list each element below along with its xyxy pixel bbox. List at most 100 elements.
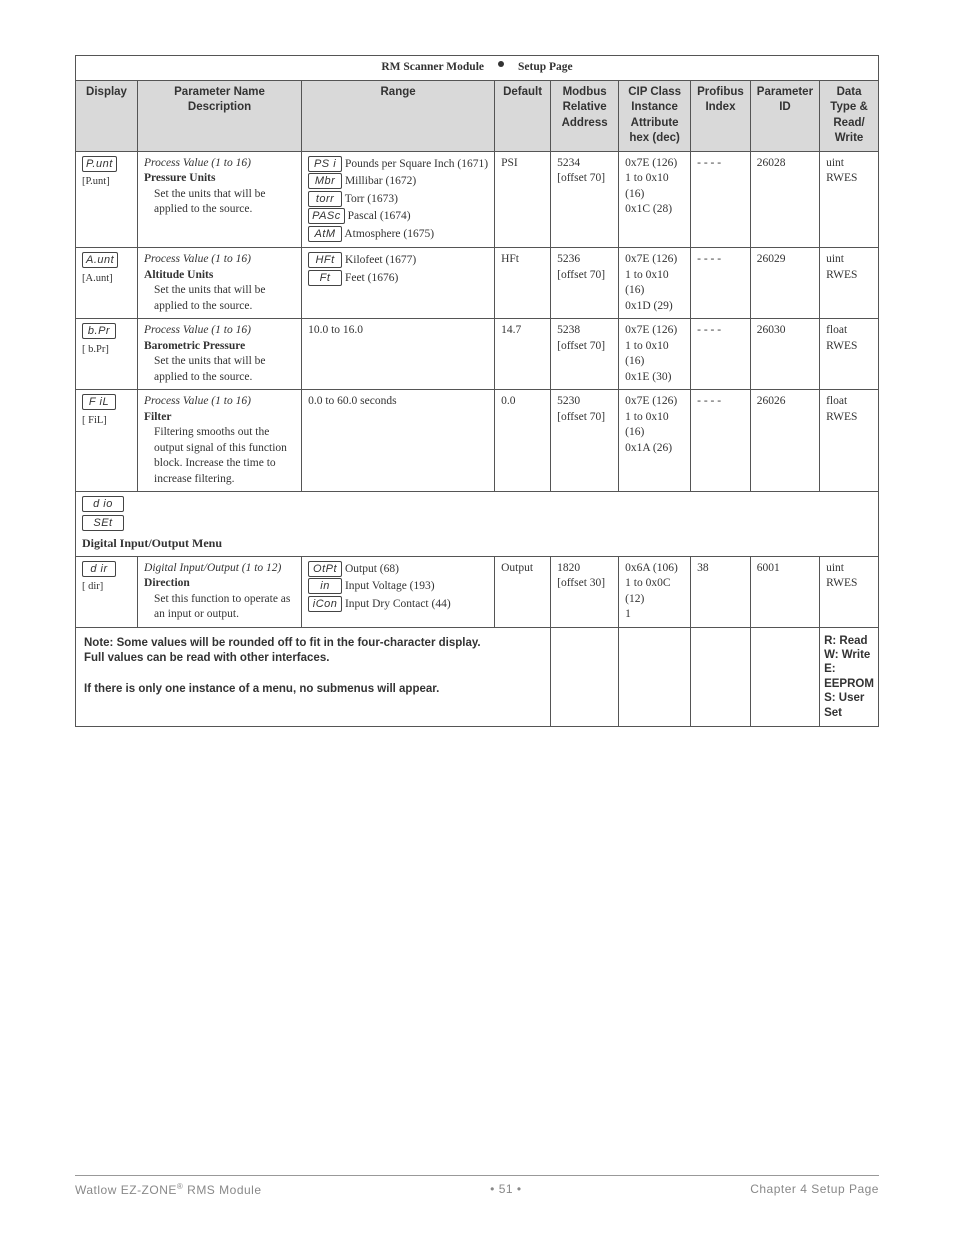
- cell-modbus: 5238[offset 70]: [551, 319, 619, 390]
- cell-dt: floatRWES: [820, 319, 879, 390]
- h-default: Default: [495, 80, 551, 151]
- pv-range: Process Value (1 to 16): [144, 157, 251, 169]
- pv-range: Process Value (1 to 16): [144, 395, 251, 407]
- pv-range: Digital Input/Output (1 to 12): [144, 562, 281, 574]
- display-sub: [A.unt]: [82, 272, 131, 286]
- display-sub: [ b.Pr]: [82, 343, 131, 357]
- cell-pid: 26028: [750, 151, 819, 248]
- cell-cip: 0x6A (106)1 to 0x0C (12)1: [619, 556, 691, 627]
- pv-desc: Set the units that will be applied to th…: [154, 354, 295, 385]
- cell-profibus: - - - -: [691, 390, 751, 492]
- cell-pid: 26030: [750, 319, 819, 390]
- pv-range: Process Value (1 to 16): [144, 324, 251, 336]
- h-param: Parameter Name Description: [138, 80, 302, 151]
- menu-seg2: SEt: [82, 515, 124, 531]
- range-seg: torr: [308, 191, 342, 207]
- legend: R: Read W: Write E: EEPROM S: User Set: [820, 627, 879, 726]
- display-seg: F iL: [82, 394, 116, 410]
- cell-modbus: 1820[offset 30]: [551, 556, 619, 627]
- display-seg: b.Pr: [82, 323, 116, 339]
- cell-modbus: 5236[offset 70]: [551, 248, 619, 319]
- h-modbus: Modbus Relative Address: [551, 80, 619, 151]
- cell-modbus: 5230[offset 70]: [551, 390, 619, 492]
- table-row: b.Pr [ b.Pr] Process Value (1 to 16) Barome…: [76, 319, 879, 390]
- pv-name: Barometric Pressure: [144, 339, 295, 355]
- range-seg: PS i: [308, 156, 342, 172]
- cell-default: 14.7: [495, 319, 551, 390]
- cell-cip: 0x7E (126)1 to 0x10 (16)0x1C (28): [619, 151, 691, 248]
- cell-profibus: - - - -: [691, 151, 751, 248]
- h-range: Range: [302, 80, 495, 151]
- table-row: P.unt [P.unt] Process Value (1 to 16) Press…: [76, 151, 879, 248]
- range-seg: iCon: [308, 596, 342, 612]
- cell-pid: 6001: [750, 556, 819, 627]
- display-seg: A.unt: [82, 252, 118, 268]
- cell-pid: 26029: [750, 248, 819, 319]
- pv-desc: Filtering smooths out the output signal …: [154, 425, 295, 487]
- note-row: Note: Some values will be rounded off to…: [76, 627, 879, 726]
- cell-cip: 0x7E (126)1 to 0x10 (16)0x1A (26): [619, 390, 691, 492]
- range-text: Torr (1673): [345, 193, 398, 205]
- cell-dt: uintRWES: [820, 556, 879, 627]
- range-seg: Mbr: [308, 173, 342, 189]
- display-sub: [P.unt]: [82, 175, 131, 189]
- range-text: Feet (1676): [345, 272, 398, 284]
- range-text: Input Dry Contact (44): [345, 598, 451, 610]
- table-row: A.unt[A.unt]Process Value (1 to 16)Altit…: [76, 248, 879, 319]
- display-sub: [ FiL]: [82, 414, 131, 428]
- cell-dt: uintRWES: [820, 248, 879, 319]
- range-seg: PASc: [308, 208, 345, 224]
- cell-profibus: - - - -: [691, 248, 751, 319]
- pv-name: Pressure Units: [144, 171, 295, 187]
- cell-profibus: - - - -: [691, 319, 751, 390]
- range-text: Pascal (1674): [348, 210, 411, 222]
- range-seg: in: [308, 578, 342, 594]
- range-text: Pounds per Square Inch (1671): [345, 158, 488, 170]
- range-text: Output (68): [345, 563, 399, 575]
- table-row: d ir[ dir]Digital Input/Output (1 to 12)…: [76, 556, 879, 627]
- footer-left: Watlow EZ-ZONE® RMS Module: [75, 1182, 262, 1197]
- footer-right: Chapter 4 Setup Page: [750, 1182, 879, 1197]
- menu-row: d io SEt Digital Input/Output Menu: [76, 492, 879, 556]
- h-display: Display: [76, 80, 138, 151]
- menu-seg1: d io: [82, 496, 124, 512]
- cell-default: HFt: [495, 248, 551, 319]
- h-cip: CIP Class Instance Attribute hex (dec): [619, 80, 691, 151]
- range-text: Input Voltage (193): [345, 580, 435, 592]
- setup-table: RM Scanner ModuleSetup Page Display Para…: [75, 55, 879, 727]
- cell-default: 0.0: [495, 390, 551, 492]
- pv-desc: Set the units that will be applied to th…: [154, 283, 295, 314]
- range-seg: OtPt: [308, 561, 342, 577]
- note-l1: Note: Some values will be rounded off to…: [84, 637, 481, 649]
- cell-pid: 26026: [750, 390, 819, 492]
- h-prof: Profibus Index: [691, 80, 751, 151]
- note-l3: If there is only one instance of a menu,…: [84, 683, 439, 695]
- pv-desc: Set this function to operate as an input…: [154, 592, 295, 623]
- header-row: Display Parameter Name Description Range…: [76, 80, 879, 151]
- pv-desc: Set the units that will be applied to th…: [154, 187, 295, 218]
- display-seg: P.unt: [82, 156, 117, 172]
- table-title: RM Scanner ModuleSetup Page: [76, 56, 879, 81]
- cell-default: Output: [495, 556, 551, 627]
- h-pid: Parameter ID: [750, 80, 819, 151]
- cell-profibus: 38: [691, 556, 751, 627]
- cell-cip: 0x7E (126)1 to 0x10 (16)0x1E (30): [619, 319, 691, 390]
- pv-name: Direction: [144, 576, 295, 592]
- table-row: F iL [ FiL] Process Value (1 to 16) FilterF…: [76, 390, 879, 492]
- cell-default: PSI: [495, 151, 551, 248]
- pv-name: Altitude Units: [144, 268, 295, 284]
- range-seg: AtM: [308, 226, 342, 242]
- cell-cip: 0x7E (126)1 to 0x10 (16)0x1D (29): [619, 248, 691, 319]
- range-text: Kilofeet (1677): [345, 254, 416, 266]
- note-l2: Full values can be read with other inter…: [84, 652, 329, 664]
- footer-page: 51: [490, 1182, 521, 1197]
- range-seg: HFt: [308, 252, 342, 268]
- display-sub: [ dir]: [82, 580, 131, 594]
- pv-name: Filter: [144, 410, 295, 426]
- h-dt: Data Type & Read/ Write: [820, 80, 879, 151]
- menu-title: Digital Input/Output Menu: [82, 535, 872, 551]
- footer: Watlow EZ-ZONE® RMS Module 51 Chapter 4 …: [75, 1175, 879, 1197]
- cell-dt: floatRWES: [820, 390, 879, 492]
- range-text: Atmosphere (1675): [344, 228, 434, 240]
- range-text: Millibar (1672): [345, 175, 416, 187]
